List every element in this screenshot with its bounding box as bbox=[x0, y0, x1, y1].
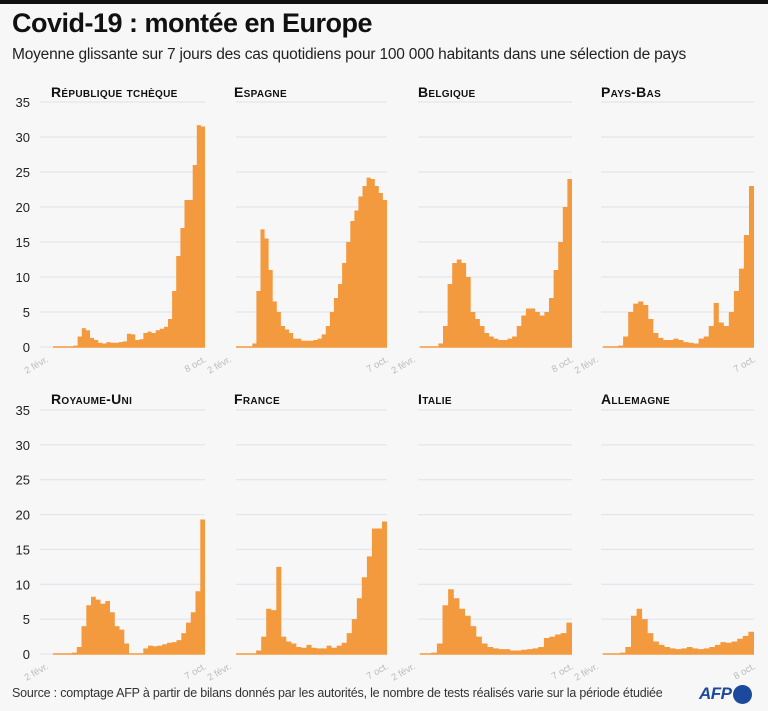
x-tick-label-start: 2 févr. bbox=[23, 354, 51, 376]
x-tick-label-end: 8 oct. bbox=[732, 661, 758, 682]
afp-logo-dot-icon bbox=[732, 684, 752, 704]
panel-title: France bbox=[234, 391, 280, 407]
y-tick-label: 15 bbox=[16, 235, 30, 250]
panel-title: Royaume-Uni bbox=[51, 391, 133, 407]
y-tick-label: 30 bbox=[16, 438, 30, 453]
panel-title: Italie bbox=[418, 391, 452, 407]
source-note: Source : comptage AFP à partir de bilans… bbox=[12, 686, 663, 700]
y-tick-label: 5 bbox=[23, 612, 30, 627]
x-tick-label-start: 2 févr. bbox=[206, 661, 234, 683]
area-series bbox=[236, 177, 387, 347]
x-tick-label-end: 7 oct. bbox=[732, 354, 758, 375]
x-tick-label-end: 7 oct. bbox=[365, 661, 391, 682]
panel-title: Espagne bbox=[234, 84, 287, 100]
y-tick-label: 35 bbox=[16, 95, 30, 110]
area-series bbox=[53, 519, 205, 654]
panel-title: Pays-Bas bbox=[601, 84, 662, 100]
x-tick-label-end: 8 oct. bbox=[550, 354, 576, 375]
y-tick-label: 20 bbox=[16, 508, 30, 523]
x-tick-label-start: 2 févr. bbox=[573, 354, 601, 376]
x-tick-label-start: 2 févr. bbox=[573, 661, 601, 683]
area-series bbox=[603, 186, 754, 347]
x-tick-label-start: 2 févr. bbox=[23, 661, 51, 683]
y-tick-label: 25 bbox=[16, 473, 30, 488]
x-tick-label-end: 7 oct. bbox=[365, 354, 391, 375]
y-tick-label: 0 bbox=[23, 647, 30, 662]
x-tick-label-start: 2 févr. bbox=[390, 354, 418, 376]
x-tick-label-end: 8 oct. bbox=[183, 354, 209, 375]
x-tick-label-start: 2 févr. bbox=[390, 661, 418, 683]
y-tick-label: 30 bbox=[16, 130, 30, 145]
y-tick-label: 10 bbox=[16, 577, 30, 592]
page-subtitle: Moyenne glissante sur 7 jours des cas qu… bbox=[12, 46, 687, 63]
y-tick-label: 15 bbox=[16, 542, 30, 557]
afp-logo: AFP bbox=[699, 684, 752, 704]
panel-title: Belgique bbox=[418, 84, 476, 100]
y-tick-label: 20 bbox=[16, 200, 30, 215]
area-series bbox=[420, 179, 572, 347]
y-tick-label: 0 bbox=[23, 340, 30, 355]
y-tick-label: 10 bbox=[16, 270, 30, 285]
top-rule bbox=[0, 0, 768, 4]
y-tick-label: 5 bbox=[23, 305, 30, 320]
x-tick-label-end: 7 oct. bbox=[183, 661, 209, 682]
y-tick-label: 25 bbox=[16, 165, 30, 180]
page-title: Covid-19 : montée en Europe bbox=[12, 8, 373, 38]
area-series bbox=[53, 125, 205, 347]
area-series bbox=[420, 589, 572, 654]
y-tick-label: 35 bbox=[16, 403, 30, 418]
area-series bbox=[603, 608, 754, 654]
panel-title: République tchèque bbox=[51, 84, 178, 100]
x-tick-label-end: 7 oct. bbox=[550, 661, 576, 682]
afp-logo-text: AFP bbox=[699, 684, 732, 703]
x-tick-label-start: 2 févr. bbox=[206, 354, 234, 376]
panel-title: Allemagne bbox=[601, 391, 670, 407]
area-series bbox=[236, 521, 387, 654]
